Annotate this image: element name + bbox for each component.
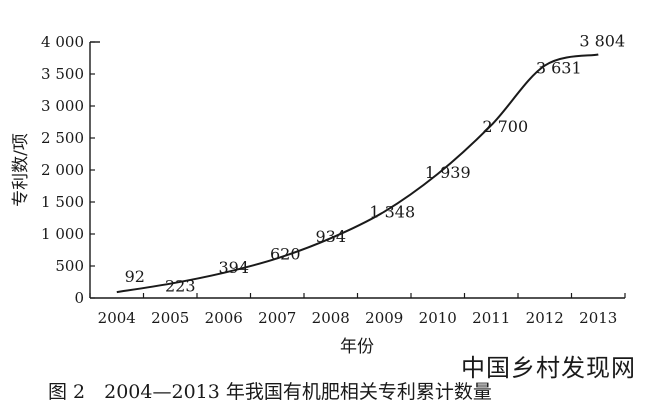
x-tick-label: 2005 — [151, 309, 189, 327]
y-tick-label: 4 000 — [41, 33, 84, 51]
y-axis-title: 专利数/项 — [11, 133, 31, 207]
series-line — [116, 53, 599, 294]
x-tick-label: 2012 — [526, 309, 564, 327]
data-label: 620 — [270, 244, 301, 263]
watermark: 中国乡村发现网 — [461, 354, 636, 382]
x-tick-label: 2006 — [205, 309, 243, 327]
x-tick-label: 2011 — [472, 309, 510, 327]
x-ticks: 2004 2005 2006 2007 2008 2009 2010 2011 2012 2013 — [89, 293, 626, 327]
x-tick-label: 2008 — [312, 309, 350, 327]
y-tick-label: 3 000 — [41, 97, 84, 115]
y-tick-label: 3 500 — [41, 65, 84, 83]
data-label: 3 631 — [536, 59, 582, 78]
axes — [89, 41, 625, 299]
data-label: 934 — [315, 227, 346, 246]
data-label: 92 — [125, 267, 145, 286]
y-tick-label: 0 — [74, 289, 84, 307]
y-tick-label: 1 000 — [41, 225, 84, 243]
x-tick-label: 2007 — [258, 309, 296, 327]
x-tick-label: 2009 — [365, 309, 403, 327]
y-tick-label: 1 500 — [41, 193, 84, 211]
y-tick-label: 500 — [55, 257, 84, 275]
data-label: 2 700 — [482, 117, 528, 136]
data-label: 3 804 — [579, 32, 625, 51]
figure-caption: 图 2 2004—2013 年我国有机肥相关专利累计数量 — [48, 381, 492, 403]
data-label: 1 939 — [425, 163, 471, 182]
data-labels: 92 223 394 620 934 1 348 1 939 2 700 3 631 3 804 — [125, 32, 626, 296]
y-tick-label: 2 500 — [41, 129, 84, 147]
y-tick-label: 2 000 — [41, 161, 84, 179]
x-axis-title: 年份 — [340, 337, 374, 357]
y-ticks: 0 500 1 000 1 500 2 000 2 500 3 000 3 500 4 000 — [41, 33, 95, 307]
data-label: 223 — [165, 277, 196, 296]
data-label: 394 — [218, 258, 249, 277]
x-tick-label: 2004 — [98, 309, 136, 327]
x-tick-label: 2010 — [419, 309, 457, 327]
data-label: 1 348 — [369, 203, 415, 222]
x-tick-label: 2013 — [579, 309, 617, 327]
